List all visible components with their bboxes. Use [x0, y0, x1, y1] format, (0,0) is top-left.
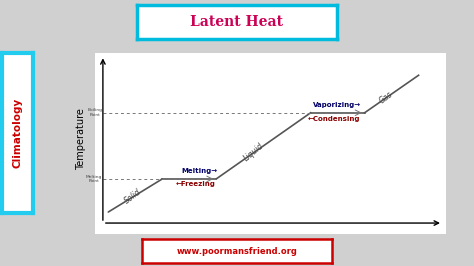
Text: Melting
Point: Melting Point: [86, 175, 102, 183]
Text: Gas: Gas: [378, 89, 395, 105]
Text: Solid: Solid: [122, 187, 143, 206]
Text: Boiling
Point: Boiling Point: [87, 109, 102, 117]
Text: Vaporizing→: Vaporizing→: [313, 102, 362, 108]
Text: Liquid: Liquid: [242, 142, 266, 163]
Text: Temperature: Temperature: [76, 108, 86, 170]
Text: Melting→: Melting→: [181, 168, 217, 174]
Text: ←Freezing: ←Freezing: [176, 181, 216, 188]
Text: Latent Heat: Latent Heat: [191, 15, 283, 29]
Text: Heat: Heat: [257, 241, 283, 251]
Text: Climatology: Climatology: [13, 98, 23, 168]
Text: www.poormansfriend.org: www.poormansfriend.org: [176, 247, 298, 256]
Text: ←Condensing: ←Condensing: [308, 117, 360, 122]
